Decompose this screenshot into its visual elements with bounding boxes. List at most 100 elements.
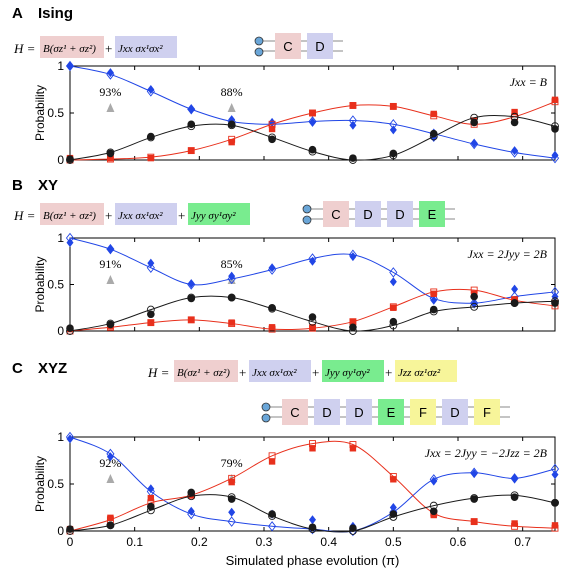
- experiment-point: [309, 515, 316, 525]
- experiment-point: [551, 522, 559, 529]
- panel-b: B XYH = B(σz¹ + σz²) + Jxx σx¹σx² + Jyy σy¹σy…: [12, 177, 560, 338]
- experiment-point: [389, 125, 397, 135]
- experiment-point: [66, 155, 74, 163]
- experiment-point: [349, 318, 357, 325]
- experiment-point: [187, 120, 196, 129]
- experiment-point: [349, 445, 357, 452]
- fidelity-arrow-icon: [106, 275, 115, 284]
- hamiltonian: H = B(σz¹ + σz²) + Jxx σx¹σx² + Jyy σy¹σy² + J…: [147, 360, 457, 382]
- hamiltonian: H = B(σz¹ + σz²) + Jxx σx¹σx²: [13, 36, 177, 58]
- hamiltonian-term-box: [395, 360, 457, 382]
- experiment-point: [511, 520, 518, 527]
- gate-box: [355, 201, 381, 227]
- experiment-point: [268, 510, 276, 518]
- experiment-point: [511, 146, 519, 156]
- experiment-point: [511, 473, 519, 483]
- experiment-point: [511, 108, 518, 116]
- gate-label: C: [331, 207, 340, 222]
- series-black: [66, 488, 559, 535]
- y-tick-label: 1: [57, 430, 64, 444]
- gate-label: C: [290, 405, 299, 420]
- experiment-point: [147, 494, 155, 502]
- experiment-point: [187, 104, 195, 114]
- gate-label: F: [483, 405, 491, 420]
- plus-sign: +: [385, 365, 392, 380]
- gate-box: [346, 399, 372, 425]
- experiment-point: [389, 503, 397, 512]
- fidelity-label: 93%: [99, 85, 121, 99]
- experiment-point: [66, 324, 74, 333]
- gate-box: [410, 399, 436, 425]
- plus-sign: +: [239, 365, 246, 380]
- theory-point: [470, 302, 479, 311]
- experiment-point: [309, 117, 316, 127]
- experiment-point: [268, 263, 276, 273]
- hamiltonian-lhs: H =: [147, 365, 169, 380]
- qubit-icon: [254, 47, 264, 57]
- fidelity-arrow-icon: [106, 103, 115, 112]
- hamiltonian-term-box: [249, 360, 311, 382]
- experiment-point: [390, 304, 397, 311]
- qubit-icon: [302, 204, 312, 214]
- hamiltonian-term-box: [40, 203, 104, 225]
- experiment-point: [106, 68, 114, 78]
- hamiltonian-term-box: [40, 36, 104, 58]
- experiment-point: [309, 256, 316, 266]
- experiment-point: [227, 495, 236, 503]
- hamiltonian-term-box: [115, 203, 177, 225]
- experiment-point: [430, 290, 437, 297]
- fidelity-label: 79%: [221, 456, 243, 470]
- experiment-point: [107, 154, 114, 162]
- experiment-point: [551, 499, 559, 507]
- experiment-point: [551, 299, 559, 307]
- qubit-icon: [302, 215, 312, 225]
- y-axis-label: Probability: [33, 85, 47, 141]
- experiment-point: [66, 525, 74, 533]
- experiment-point: [308, 523, 317, 532]
- experiment-point: [147, 132, 155, 141]
- experiment-point: [66, 61, 74, 71]
- experiment-point: [349, 323, 357, 332]
- coupling-condition: Jxx = B: [510, 75, 548, 89]
- panel-name: XY: [38, 177, 58, 194]
- experiment-point: [389, 149, 398, 158]
- x-tick-label: 0.3: [256, 535, 273, 549]
- x-tick-label: 0.2: [191, 535, 208, 549]
- x-axis-label: Simulated phase evolution (π): [226, 553, 400, 568]
- experiment-point: [147, 310, 155, 319]
- experiment-point: [349, 524, 357, 532]
- plus-sign: +: [312, 365, 319, 380]
- theory-point: [146, 262, 155, 273]
- panel-name: XYZ: [38, 360, 67, 377]
- y-tick-label: 0.5: [47, 106, 64, 120]
- gate-label: E: [428, 207, 437, 222]
- gate-label: D: [315, 39, 324, 54]
- experiment-point: [147, 258, 155, 268]
- experiment-point: [187, 506, 195, 516]
- y-tick-label: 1: [57, 231, 64, 245]
- experiment-point: [510, 493, 519, 501]
- experiment-point: [430, 110, 437, 118]
- experiment-point: [107, 514, 114, 522]
- experiment-point: [511, 284, 519, 294]
- experiment-point: [268, 458, 276, 465]
- hamiltonian-term-box: [322, 360, 384, 382]
- panel-letter: B: [12, 177, 23, 194]
- hamiltonian-term: B(σz¹ + σz²): [43, 210, 96, 222]
- gate-label: D: [363, 207, 372, 222]
- hamiltonian-term: Jxx σx¹σx²: [252, 367, 297, 379]
- experiment-point: [188, 316, 195, 324]
- series-blue: [65, 60, 560, 164]
- fidelity-arrow-icon: [227, 103, 236, 112]
- y-axis-label: Probability: [33, 456, 47, 512]
- experiment-point: [227, 293, 236, 302]
- gate-box: [282, 399, 308, 425]
- gate-label: D: [322, 405, 331, 420]
- experiment-point: [147, 85, 155, 94]
- experiment-point: [308, 313, 317, 321]
- experiment-point: [106, 320, 115, 329]
